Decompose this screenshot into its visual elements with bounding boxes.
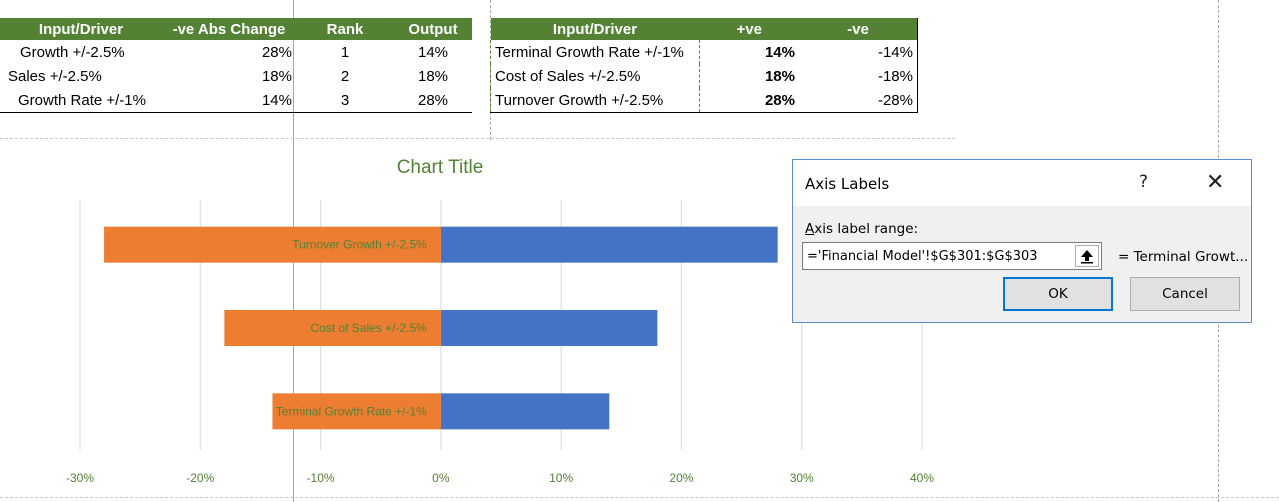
cell-positive[interactable]: 28% xyxy=(764,91,795,109)
cell-negative[interactable]: -28% xyxy=(877,91,913,109)
table-row: Terminal Growth Rate +/-1% 14% -14% xyxy=(490,40,918,64)
category-labels: Turnover Growth +/-2.5% Cost of Sales +/-… xyxy=(276,238,427,419)
x-tick-label: 20% xyxy=(669,471,693,485)
x-tick-label: -10% xyxy=(307,471,335,485)
cancel-button[interactable]: Cancel xyxy=(1130,277,1240,311)
column-header[interactable]: Rank xyxy=(296,18,394,40)
dialog-title: Axis Labels xyxy=(805,175,890,193)
table-row: Turnover Growth +/-2.5% 28% -28% xyxy=(490,88,918,113)
sheet-gridline xyxy=(0,138,955,139)
category-label[interactable]: Cost of Sales +/-2.5% xyxy=(310,321,427,335)
cell-change[interactable]: 18% xyxy=(261,67,292,85)
negative-bar[interactable] xyxy=(104,226,441,263)
positive-bar[interactable] xyxy=(440,226,778,263)
negative-bar[interactable] xyxy=(224,310,441,346)
category-label[interactable]: Turnover Growth +/-2.5% xyxy=(292,238,427,252)
cell-change[interactable]: 28% xyxy=(261,43,292,61)
cell-positive[interactable]: 18% xyxy=(764,67,795,85)
table-row: Cost of Sales +/-2.5% 18% -18% xyxy=(490,64,918,88)
negative-bar[interactable] xyxy=(272,393,441,430)
axis-label-range-field[interactable] xyxy=(802,242,1102,270)
column-header[interactable]: Input/Driver xyxy=(0,18,162,40)
access-key: A xyxy=(805,221,815,237)
axis-labels-dialog: Axis Labels ? ✕ Axis label range: = Term… xyxy=(792,159,1252,323)
cell-driver[interactable]: Terminal Growth Rate +/-1% xyxy=(490,40,700,64)
range-preview: = Terminal Growt... xyxy=(1118,249,1249,265)
axis-label-range-label: Axis label range: xyxy=(805,221,918,237)
cell-driver[interactable]: Sales +/-2.5% xyxy=(8,67,102,85)
cell-rank[interactable]: 1 xyxy=(340,43,350,61)
column-header[interactable]: -ve xyxy=(799,18,918,40)
cell-driver[interactable]: Growth +/-2.5% xyxy=(20,43,125,61)
cell-negative[interactable]: -14% xyxy=(877,43,913,61)
x-tick-label: 0% xyxy=(432,471,450,485)
x-tick-label: 40% xyxy=(910,471,934,485)
cell-rank[interactable]: 2 xyxy=(340,67,350,85)
cell-driver[interactable]: Cost of Sales +/-2.5% xyxy=(490,64,700,88)
table-header-row: Input/Driver -ve Abs Change Rank Output xyxy=(0,18,472,40)
positive-bar[interactable] xyxy=(440,310,658,346)
x-tick-label: 10% xyxy=(549,471,573,485)
category-label[interactable]: Terminal Growth Rate +/-1% xyxy=(276,404,427,418)
cell-negative[interactable]: -18% xyxy=(877,67,913,85)
column-header[interactable]: +ve xyxy=(699,18,799,40)
cell-rank[interactable]: 3 xyxy=(340,91,350,109)
column-header[interactable]: Input/Driver xyxy=(490,18,700,40)
axis-label-range-input[interactable] xyxy=(805,246,1074,266)
tornado-chart[interactable]: Chart Title Turnover Growth +/-2.5% Cost … xyxy=(0,140,955,502)
x-axis-tick-labels: -30% -20% -10% 0% 10% 20% 30% 40% xyxy=(66,471,934,485)
x-tick-label: 30% xyxy=(790,471,814,485)
cell-output[interactable]: 14% xyxy=(417,43,449,61)
cell-driver[interactable]: Growth Rate +/-1% xyxy=(18,91,146,109)
label-text: xis label range: xyxy=(814,221,919,237)
dialog-titlebar[interactable]: Axis Labels ? ✕ xyxy=(793,160,1251,206)
close-icon[interactable]: ✕ xyxy=(1206,170,1225,195)
column-header[interactable]: Output xyxy=(394,18,472,40)
help-icon[interactable]: ? xyxy=(1139,172,1149,192)
right-data-table: Input/Driver +ve -ve Terminal Growth Rat… xyxy=(490,18,918,113)
cell-change[interactable]: 14% xyxy=(261,91,292,109)
table-header-row: Input/Driver +ve -ve xyxy=(490,18,918,40)
positive-bar[interactable] xyxy=(440,393,610,430)
x-tick-label: -20% xyxy=(186,471,214,485)
table-row: Sales +/-2.5% 18% 2 18% xyxy=(0,64,472,88)
table-row: Growth +/-2.5% 28% 1 14% xyxy=(0,40,472,64)
chart-title[interactable]: Chart Title xyxy=(397,157,484,178)
cell-output[interactable]: 18% xyxy=(417,67,449,85)
column-header[interactable]: -ve Abs Change xyxy=(162,18,296,40)
cell-output[interactable]: 28% xyxy=(417,91,449,109)
chart-bars xyxy=(104,226,778,430)
x-tick-label: -30% xyxy=(66,471,94,485)
table-row: Growth Rate +/-1% 14% 3 28% xyxy=(0,88,472,113)
cell-positive[interactable]: 14% xyxy=(764,43,795,61)
range-select-icon xyxy=(1081,250,1093,264)
sheet-gridline xyxy=(0,497,1279,498)
left-data-table: Input/Driver -ve Abs Change Rank Output … xyxy=(0,18,472,113)
cell-driver[interactable]: Turnover Growth +/-2.5% xyxy=(490,88,700,113)
ok-button[interactable]: OK xyxy=(1003,277,1113,311)
collapse-dialog-button[interactable] xyxy=(1075,245,1099,267)
